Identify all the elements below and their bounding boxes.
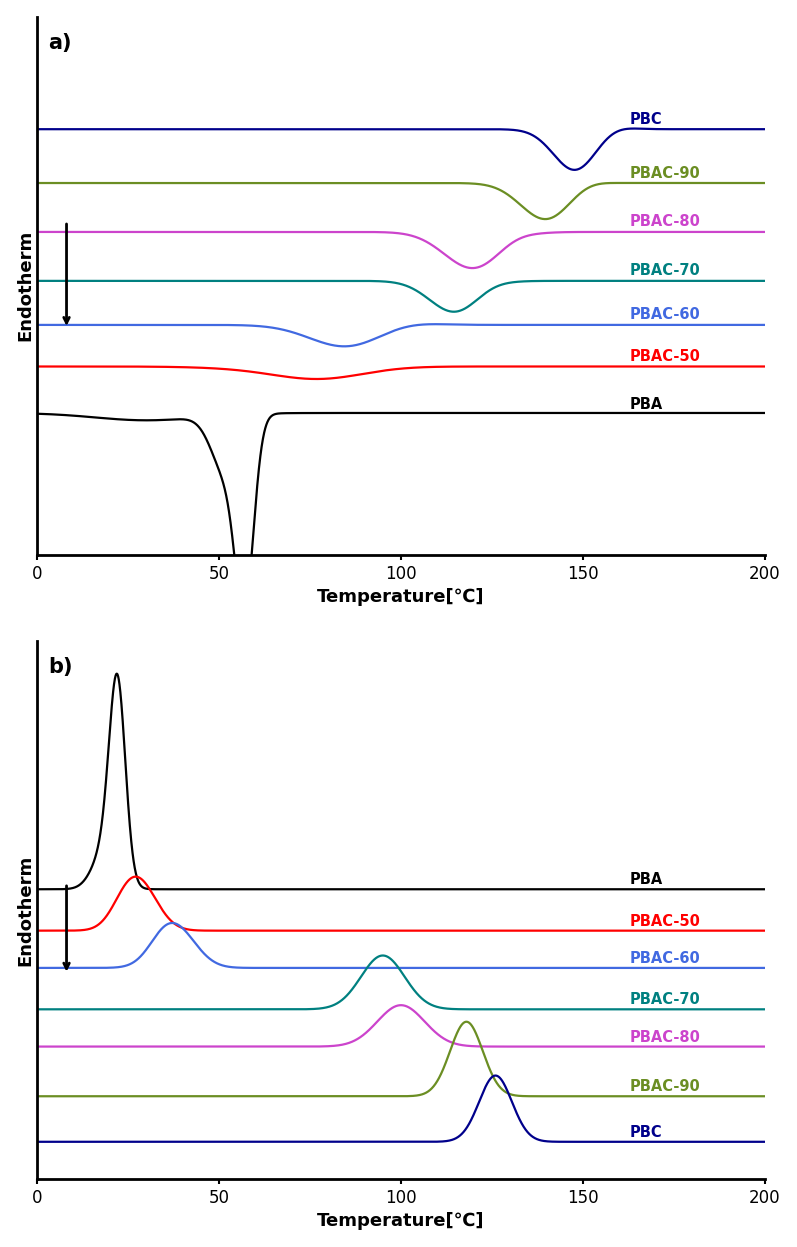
X-axis label: Temperature[℃]: Temperature[℃]: [317, 1212, 485, 1231]
Text: PBAC-90: PBAC-90: [630, 1079, 701, 1094]
Text: PBAC-90: PBAC-90: [630, 166, 701, 181]
Text: PBAC-60: PBAC-60: [630, 308, 701, 323]
Text: a): a): [49, 32, 72, 52]
Text: PBAC-80: PBAC-80: [630, 1030, 701, 1045]
Text: PBAC-80: PBAC-80: [630, 214, 701, 229]
Text: PBAC-50: PBAC-50: [630, 349, 701, 364]
Text: PBAC-50: PBAC-50: [630, 914, 701, 929]
Text: PBAC-70: PBAC-70: [630, 263, 701, 278]
Text: PBA: PBA: [630, 872, 663, 887]
Text: PBC: PBC: [630, 1125, 662, 1140]
Text: PBC: PBC: [630, 112, 662, 127]
X-axis label: Temperature[℃]: Temperature[℃]: [317, 589, 485, 606]
Text: PBAC-70: PBAC-70: [630, 993, 701, 1008]
Y-axis label: Endotherm: Endotherm: [17, 231, 34, 342]
Text: b): b): [49, 657, 73, 677]
Y-axis label: Endotherm: Endotherm: [17, 854, 34, 965]
Text: PBA: PBA: [630, 397, 663, 412]
Text: PBAC-60: PBAC-60: [630, 951, 701, 966]
